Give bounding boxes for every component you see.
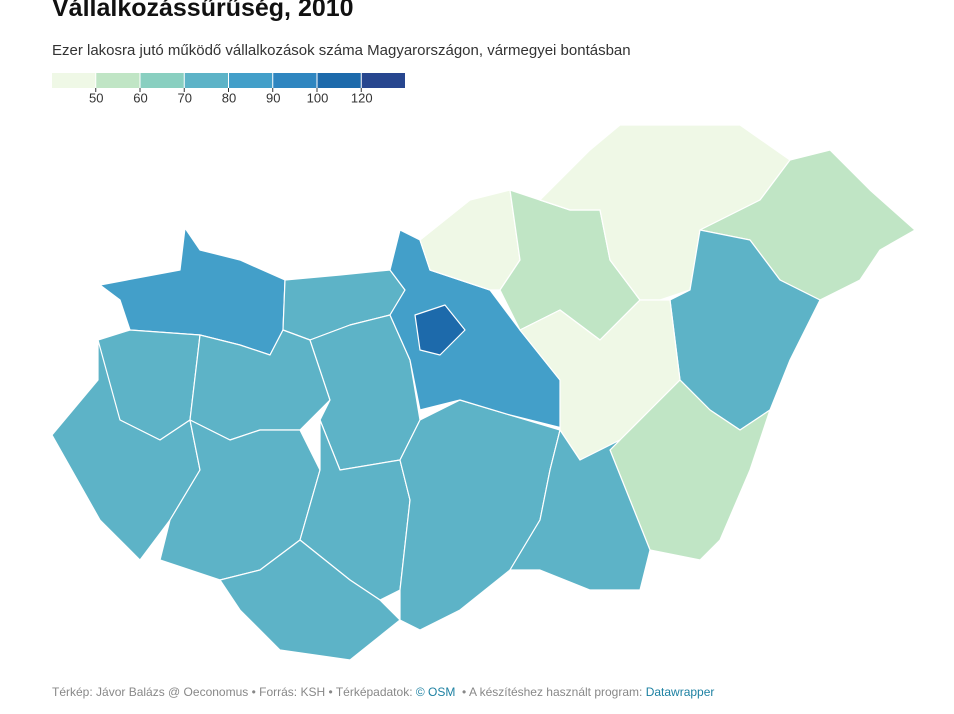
legend-label: 100 xyxy=(307,90,329,105)
legend-swatch xyxy=(229,73,273,88)
legend-swatch xyxy=(140,73,184,88)
legend-label: 80 xyxy=(222,90,236,105)
county xyxy=(219,539,401,661)
legend-label: 120 xyxy=(351,90,373,105)
subtitle: Ezer lakosra jutó működő vállalkozások s… xyxy=(52,42,631,59)
county xyxy=(509,429,651,591)
credit: Térkép: Jávor Balázs @ Oeconomus xyxy=(52,685,249,699)
county xyxy=(399,399,561,631)
program-link[interactable]: Datawrapper xyxy=(645,685,715,699)
legend-swatch xyxy=(184,73,228,88)
county xyxy=(299,419,411,601)
map-data-label: Térképadatok: xyxy=(335,685,413,699)
county xyxy=(414,304,466,356)
legend-swatch xyxy=(96,73,140,88)
legend-swatch xyxy=(317,73,361,88)
legend-swatch xyxy=(361,73,405,88)
program-label: A készítéshez használt program: xyxy=(468,685,643,699)
legend-swatch xyxy=(273,73,317,88)
legend-swatch xyxy=(52,73,96,88)
source: Forrás: KSH xyxy=(259,685,326,699)
osm-link[interactable]: © OSM xyxy=(415,685,456,699)
legend-label: 50 xyxy=(89,90,103,105)
legend-label: 60 xyxy=(133,90,147,105)
footer: Térkép: Jávor Balázs @ Oeconomus • Forrá… xyxy=(52,685,715,699)
legend-label: 90 xyxy=(266,90,280,105)
legend-label: 70 xyxy=(178,90,192,105)
title: Vállalkozássűrűség, 2010 xyxy=(52,0,354,22)
map: 50 60 70 80 90 100 120 xyxy=(51,73,916,661)
